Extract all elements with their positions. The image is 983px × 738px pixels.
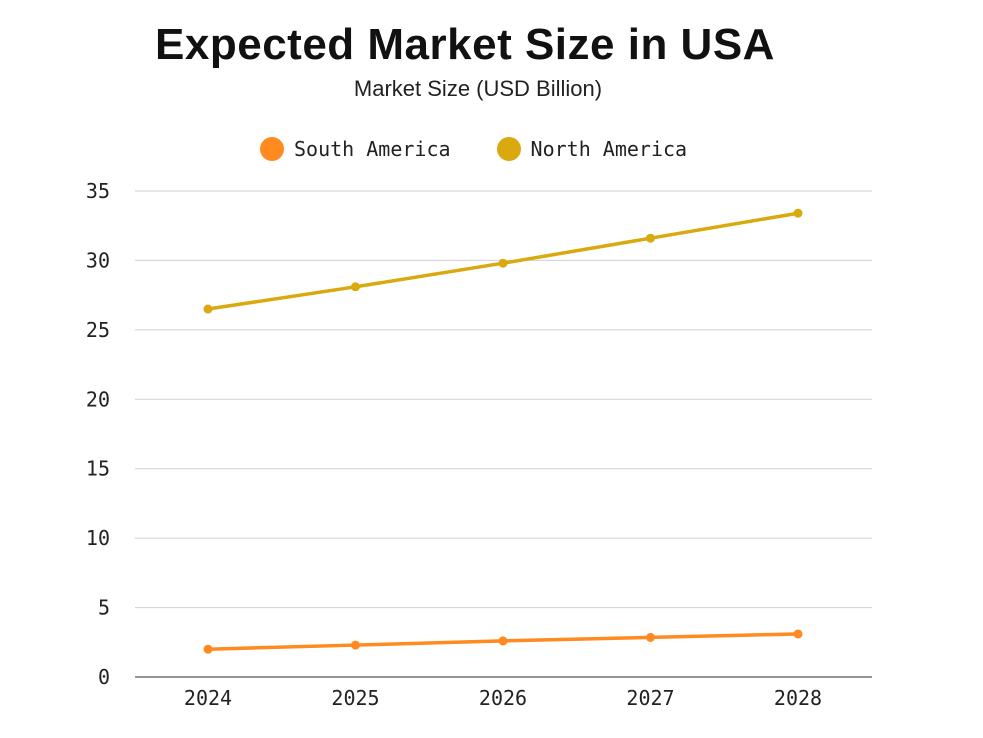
y-tick-label-20: 20	[86, 387, 110, 411]
data-point-south-america-2025	[351, 640, 360, 650]
data-point-south-america-2028	[793, 629, 803, 639]
y-tick-label-35: 35	[86, 179, 110, 203]
chart-title: Expected Market Size in USA	[155, 20, 775, 69]
legend-label-south-america: South America	[294, 137, 451, 161]
y-tick-label-30: 30	[86, 248, 110, 272]
data-point-south-america-2027	[646, 632, 655, 642]
chart-subtitle: Market Size (USD Billion)	[353, 76, 603, 101]
x-tick-label-2026: 2026	[479, 686, 527, 710]
data-point-north-america-2026	[498, 258, 508, 268]
x-tick-label-2027: 2027	[626, 686, 674, 710]
legend-item-south-america: South America	[260, 137, 451, 161]
y-tick-label-15: 15	[86, 457, 110, 481]
y-tick-label-10: 10	[86, 526, 110, 550]
x-tick-label-2024: 2024	[184, 686, 232, 710]
data-point-north-america-2027	[646, 233, 655, 243]
x-tick-label-2028: 2028	[774, 686, 822, 710]
data-point-south-america-2026	[498, 636, 508, 646]
y-tick-label-5: 5	[98, 596, 110, 620]
data-point-south-america-2024	[203, 644, 213, 654]
data-point-north-america-2024	[203, 304, 213, 314]
legend-item-north-america: North America	[496, 137, 688, 161]
legend-swatch-north-america	[496, 137, 521, 161]
legend-swatch-south-america	[260, 137, 284, 161]
data-point-north-america-2025	[351, 282, 360, 292]
y-tick-label-25: 25	[86, 318, 110, 342]
y-tick-label-0: 0	[98, 665, 110, 689]
legend: South America North America	[260, 137, 733, 161]
legend-label-north-america: North America	[530, 137, 688, 161]
x-tick-label-2025: 2025	[331, 686, 379, 710]
data-point-north-america-2028	[793, 208, 803, 218]
